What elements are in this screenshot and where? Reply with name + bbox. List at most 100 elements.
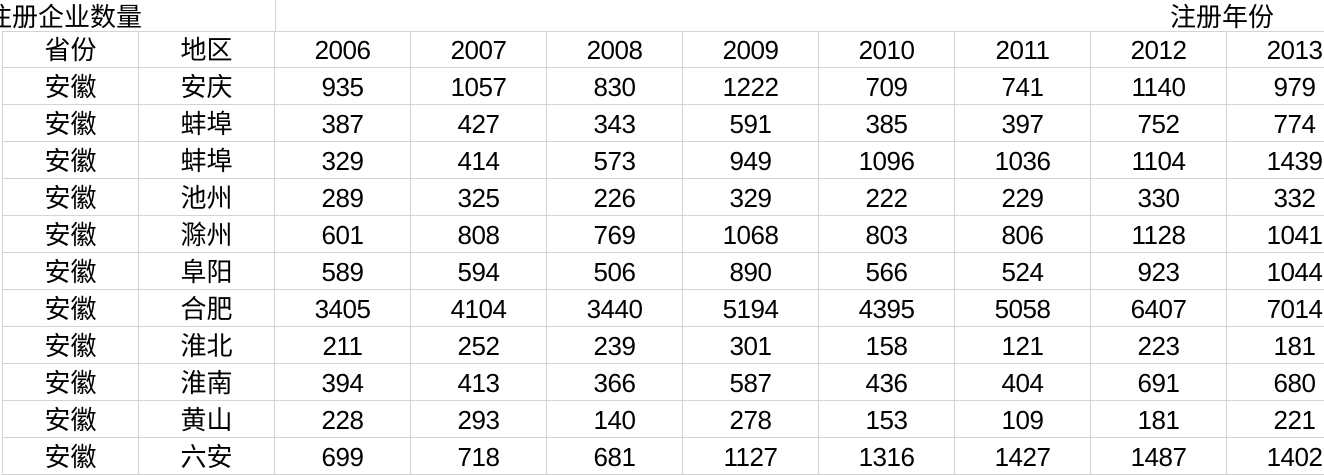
region-cell[interactable]: 阜阳 (138, 253, 274, 289)
count-cell[interactable]: 1128 (1090, 216, 1226, 252)
count-cell[interactable]: 366 (546, 364, 682, 400)
count-cell[interactable]: 436 (818, 364, 954, 400)
region-cell[interactable]: 六安 (138, 438, 274, 474)
region-cell[interactable]: 安庆 (138, 68, 274, 104)
count-cell[interactable]: 397 (954, 105, 1090, 141)
count-cell[interactable]: 806 (954, 216, 1090, 252)
count-cell[interactable]: 1140 (1090, 68, 1226, 104)
count-cell[interactable]: 387 (274, 105, 410, 141)
region-cell[interactable]: 合肥 (138, 290, 274, 326)
region-cell[interactable]: 黄山 (138, 401, 274, 437)
count-cell[interactable]: 301 (682, 327, 818, 363)
count-cell[interactable]: 325 (410, 179, 546, 215)
count-cell[interactable]: 681 (546, 438, 682, 474)
count-cell[interactable]: 343 (546, 105, 682, 141)
count-cell[interactable]: 7014 (1226, 290, 1324, 326)
count-cell[interactable]: 1104 (1090, 142, 1226, 178)
region-cell[interactable]: 池州 (138, 179, 274, 215)
count-cell[interactable]: 211 (274, 327, 410, 363)
count-cell[interactable]: 4395 (818, 290, 954, 326)
count-cell[interactable]: 949 (682, 142, 818, 178)
count-cell[interactable]: 289 (274, 179, 410, 215)
count-cell[interactable]: 181 (1090, 401, 1226, 437)
count-cell[interactable]: 803 (818, 216, 954, 252)
count-cell[interactable]: 394 (274, 364, 410, 400)
count-cell[interactable]: 591 (682, 105, 818, 141)
column-header-cell[interactable]: 2011 (954, 31, 1090, 67)
province-cell[interactable]: 安徽 (2, 142, 138, 178)
province-cell[interactable]: 安徽 (2, 438, 138, 474)
count-cell[interactable]: 330 (1090, 179, 1226, 215)
column-header-cell[interactable]: 省份 (2, 31, 138, 67)
count-cell[interactable]: 1041 (1226, 216, 1324, 252)
count-cell[interactable]: 228 (274, 401, 410, 437)
count-cell[interactable]: 1096 (818, 142, 954, 178)
column-header-cell[interactable]: 2006 (274, 31, 410, 67)
count-cell[interactable]: 1487 (1090, 438, 1226, 474)
column-header-cell[interactable]: 2007 (410, 31, 546, 67)
column-header-cell[interactable]: 2008 (546, 31, 682, 67)
count-cell[interactable]: 1222 (682, 68, 818, 104)
count-cell[interactable]: 979 (1226, 68, 1324, 104)
count-cell[interactable]: 4104 (410, 290, 546, 326)
count-cell[interactable]: 741 (954, 68, 1090, 104)
count-cell[interactable]: 414 (410, 142, 546, 178)
column-header-cell[interactable]: 2010 (818, 31, 954, 67)
count-cell[interactable]: 1057 (410, 68, 546, 104)
count-cell[interactable]: 404 (954, 364, 1090, 400)
count-cell[interactable]: 1439 (1226, 142, 1324, 178)
count-cell[interactable]: 1068 (682, 216, 818, 252)
count-cell[interactable]: 1127 (682, 438, 818, 474)
year-group-header-cell[interactable]: 注册年份 (1170, 2, 1275, 32)
count-cell[interactable]: 5058 (954, 290, 1090, 326)
count-cell[interactable]: 680 (1226, 364, 1324, 400)
count-cell[interactable]: 718 (410, 438, 546, 474)
province-cell[interactable]: 安徽 (2, 105, 138, 141)
count-cell[interactable]: 158 (818, 327, 954, 363)
count-cell[interactable]: 935 (274, 68, 410, 104)
region-cell[interactable]: 淮北 (138, 327, 274, 363)
count-cell[interactable]: 1316 (818, 438, 954, 474)
province-cell[interactable]: 安徽 (2, 364, 138, 400)
count-cell[interactable]: 890 (682, 253, 818, 289)
table-title-cell[interactable]: 注册企业数量 (0, 2, 143, 32)
count-cell[interactable]: 293 (410, 401, 546, 437)
count-cell[interactable]: 601 (274, 216, 410, 252)
province-cell[interactable]: 安徽 (2, 290, 138, 326)
count-cell[interactable]: 594 (410, 253, 546, 289)
count-cell[interactable]: 222 (818, 179, 954, 215)
count-cell[interactable]: 229 (954, 179, 1090, 215)
count-cell[interactable]: 221 (1226, 401, 1324, 437)
province-cell[interactable]: 安徽 (2, 68, 138, 104)
column-header-cell[interactable]: 2009 (682, 31, 818, 67)
count-cell[interactable]: 752 (1090, 105, 1226, 141)
column-header-cell[interactable]: 2012 (1090, 31, 1226, 67)
count-cell[interactable]: 252 (410, 327, 546, 363)
count-cell[interactable]: 808 (410, 216, 546, 252)
count-cell[interactable]: 413 (410, 364, 546, 400)
count-cell[interactable]: 223 (1090, 327, 1226, 363)
count-cell[interactable]: 1427 (954, 438, 1090, 474)
count-cell[interactable]: 709 (818, 68, 954, 104)
column-header-cell[interactable]: 地区 (138, 31, 274, 67)
count-cell[interactable]: 109 (954, 401, 1090, 437)
count-cell[interactable]: 226 (546, 179, 682, 215)
count-cell[interactable]: 181 (1226, 327, 1324, 363)
count-cell[interactable]: 524 (954, 253, 1090, 289)
count-cell[interactable]: 153 (818, 401, 954, 437)
region-cell[interactable]: 淮南 (138, 364, 274, 400)
count-cell[interactable]: 385 (818, 105, 954, 141)
count-cell[interactable]: 140 (546, 401, 682, 437)
count-cell[interactable]: 1036 (954, 142, 1090, 178)
column-header-cell[interactable]: 2013 (1226, 31, 1324, 67)
count-cell[interactable]: 691 (1090, 364, 1226, 400)
count-cell[interactable]: 1402 (1226, 438, 1324, 474)
count-cell[interactable]: 329 (682, 179, 818, 215)
count-cell[interactable]: 3440 (546, 290, 682, 326)
region-cell[interactable]: 滁州 (138, 216, 274, 252)
count-cell[interactable]: 587 (682, 364, 818, 400)
region-cell[interactable]: 蚌埠 (138, 142, 274, 178)
count-cell[interactable]: 1044 (1226, 253, 1324, 289)
count-cell[interactable]: 121 (954, 327, 1090, 363)
province-cell[interactable]: 安徽 (2, 179, 138, 215)
